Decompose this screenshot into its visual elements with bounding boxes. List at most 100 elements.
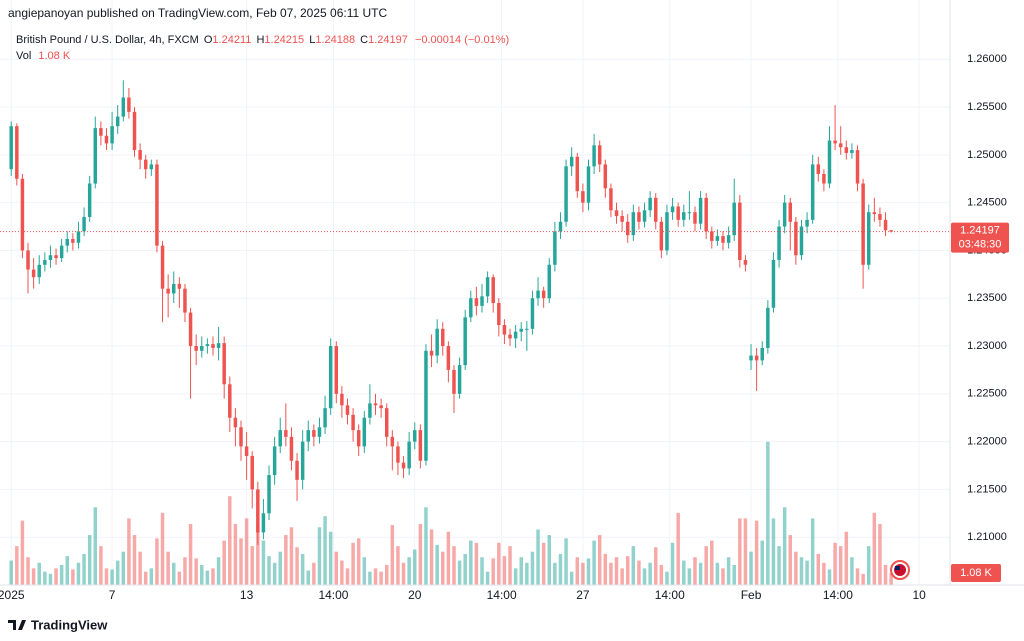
volume-bar	[177, 571, 182, 585]
x-tick-label: 13	[240, 588, 254, 602]
volume-bar	[384, 565, 389, 585]
volume-bar	[334, 551, 339, 585]
volume-bar	[93, 507, 98, 585]
candle-body	[872, 212, 877, 215]
volume-bar	[54, 568, 58, 585]
volume-bar	[480, 557, 484, 585]
volume-bar	[31, 568, 36, 585]
volume-bar	[373, 568, 378, 585]
volume-bar	[659, 565, 664, 585]
candle-body	[530, 298, 535, 329]
volume-bar	[569, 571, 574, 585]
candle-body	[362, 417, 367, 447]
volume-bar	[491, 558, 495, 585]
volume-bar	[345, 568, 350, 585]
volume-bar	[166, 551, 170, 585]
candle-body	[822, 173, 826, 184]
candle-body	[833, 140, 837, 144]
candle-body	[614, 210, 619, 217]
candle-body	[485, 277, 490, 297]
candle-body	[726, 235, 731, 243]
volume-bar	[82, 553, 86, 585]
candle-body	[866, 212, 871, 265]
volume-bar	[642, 568, 647, 585]
candle-body	[654, 197, 658, 222]
candle-body	[143, 159, 148, 170]
x-tick-label: 14:00	[318, 588, 348, 602]
candle-body	[312, 430, 316, 437]
volume-bar	[43, 571, 47, 585]
candle-body	[345, 405, 350, 415]
x-tick-label: 14:00	[823, 588, 853, 602]
volume-bar	[340, 560, 344, 585]
candle-body	[474, 298, 479, 306]
volume-bar	[575, 557, 580, 585]
volume-bar	[160, 512, 165, 585]
candle-body	[43, 260, 47, 265]
volume-bar	[754, 520, 759, 585]
volume-bar	[553, 562, 557, 585]
axes: 1.21000 1.21500 1.22000 1.22500 1.23000 1.235…	[0, 53, 1009, 602]
volume-bar	[519, 557, 523, 585]
volume-bar	[323, 516, 327, 585]
candle-body	[558, 221, 563, 232]
y-tick-label: 1.23000	[967, 340, 1007, 352]
y-tick-label: 1.26000	[967, 53, 1007, 65]
y-tick-label: 1.24500	[967, 197, 1007, 209]
volume-bar	[300, 553, 305, 585]
candle-body	[609, 188, 613, 211]
volume-bar	[379, 571, 383, 585]
candle-body	[620, 216, 624, 222]
volume-bar	[631, 546, 636, 585]
volume-bars	[9, 441, 893, 585]
volume-bar	[37, 562, 41, 585]
candle-body	[480, 296, 484, 306]
candle-body	[340, 393, 344, 406]
y-tick-label: 1.21500	[967, 483, 1007, 495]
y-tick-label: 1.22500	[967, 388, 1007, 400]
candle-body	[642, 210, 647, 222]
volume-bar	[256, 523, 260, 585]
volume-bar	[760, 540, 764, 585]
candle-body	[104, 135, 109, 144]
volume-bar	[272, 562, 277, 585]
candle-body	[48, 255, 53, 260]
candle-body	[244, 446, 249, 456]
volume-bar	[581, 562, 585, 585]
volume-bar	[104, 568, 109, 585]
candle-body	[564, 166, 568, 222]
y-tick-label: 1.22000	[967, 436, 1007, 448]
candle-body	[625, 221, 630, 236]
candle-body	[166, 288, 170, 294]
volume-bar	[457, 560, 462, 585]
candle-body	[306, 430, 310, 442]
candle-body	[155, 164, 159, 246]
volume-bar	[278, 551, 282, 585]
volume-bar	[183, 557, 187, 585]
candle-body	[710, 231, 714, 241]
volume-bar	[132, 535, 137, 585]
volume-bar	[261, 540, 266, 585]
y-tick-label: 1.25500	[967, 101, 1007, 113]
candle-body	[491, 277, 495, 304]
candle-body	[407, 441, 411, 469]
o-value: 1.24211	[212, 34, 251, 46]
volume-bar	[424, 507, 428, 585]
volume-bar	[721, 568, 725, 585]
volume-bar	[222, 540, 226, 585]
volume-bar	[356, 538, 361, 585]
candle-body	[334, 346, 339, 394]
volume-bar	[592, 540, 596, 585]
volume-bar	[289, 527, 294, 585]
volume-bar	[536, 529, 540, 585]
candle-body	[682, 212, 686, 220]
candle-body	[631, 212, 636, 236]
volume-bar	[15, 546, 19, 585]
volume-bar	[844, 531, 849, 585]
volume-bar	[317, 527, 322, 585]
volume-bar	[816, 553, 821, 585]
volume-bar	[889, 573, 893, 585]
volume-name: Vol	[16, 50, 31, 62]
candle-body	[82, 216, 86, 232]
candle-body	[194, 346, 198, 351]
